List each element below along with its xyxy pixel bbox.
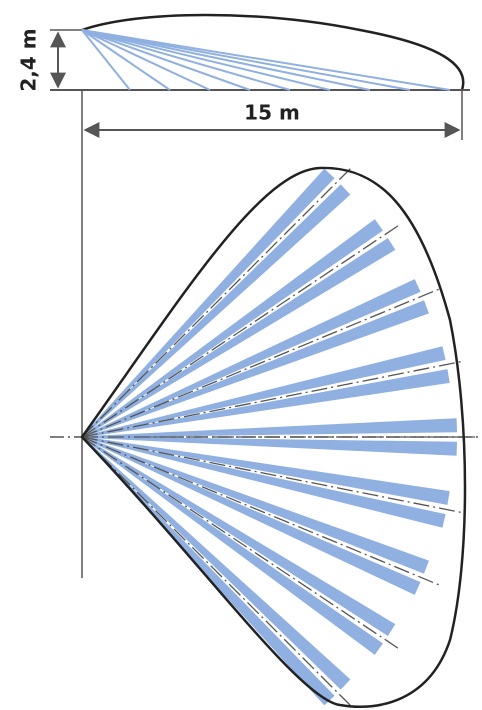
side-beam: [81, 29, 211, 91]
height-label: 2,4 m: [17, 28, 41, 91]
side-beam: [81, 29, 331, 91]
beam: [88, 441, 383, 655]
beam: [88, 439, 421, 595]
coverage-outline: [80, 166, 467, 709]
side-view: 2,4 m 15 m: [17, 13, 470, 140]
side-beam: [81, 29, 291, 91]
beam: [87, 184, 351, 433]
beams: [81, 168, 475, 706]
beam: [86, 168, 335, 432]
side-outline: [81, 13, 465, 91]
beam-center: [81, 436, 401, 651]
side-beam: [81, 29, 451, 91]
side-beam: [81, 29, 411, 91]
beam-center: [81, 436, 351, 706]
beam: [87, 441, 351, 690]
beam-center: [81, 436, 465, 514]
beam: [89, 346, 446, 436]
beam: [89, 438, 446, 528]
beam-center: [81, 360, 465, 438]
beam-center: [81, 436, 440, 586]
beam: [89, 436, 458, 456]
beam: [88, 279, 421, 435]
beam: [89, 439, 429, 574]
beam: [89, 418, 458, 438]
beam: [88, 219, 383, 433]
beam-center: [81, 168, 351, 438]
beam: [89, 369, 450, 437]
side-beam: [81, 29, 371, 91]
side-beam: [81, 29, 131, 91]
side-beam: [81, 29, 251, 91]
beam-center: [81, 223, 401, 438]
beam: [88, 237, 396, 434]
beam: [88, 440, 396, 637]
beam: [86, 442, 335, 706]
beam-center: [81, 288, 440, 438]
range-label: 15 m: [244, 101, 300, 125]
beam: [89, 300, 429, 435]
beam: [89, 437, 450, 505]
side-beam: [81, 29, 171, 91]
